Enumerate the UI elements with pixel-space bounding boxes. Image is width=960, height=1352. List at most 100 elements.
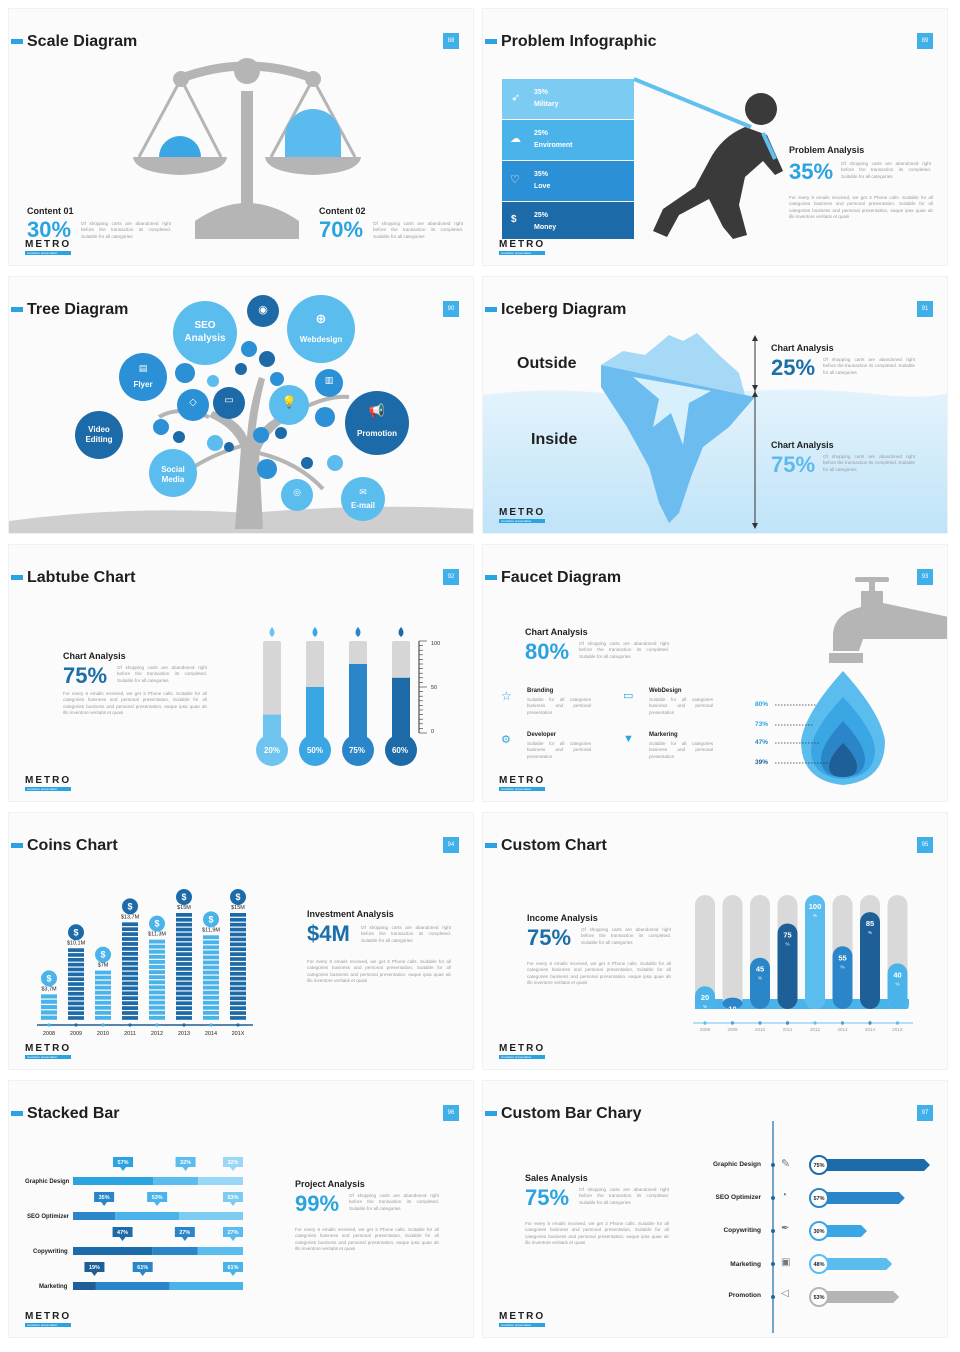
value-tag xyxy=(223,1227,243,1237)
analysis-label: Income Analysis xyxy=(527,913,598,923)
axis-node xyxy=(771,1262,775,1266)
axis-marker xyxy=(182,1023,186,1027)
value-tag xyxy=(223,1192,243,1202)
coin-bar xyxy=(122,1001,138,1006)
analysis-text: Of shopping carts are abandoned right be… xyxy=(349,1193,439,1211)
x-tick-label: 2012 xyxy=(151,1031,163,1037)
bar-arrow xyxy=(819,1291,900,1303)
page-number: 94 xyxy=(443,837,459,853)
x-tick-label: 2014 xyxy=(865,1027,876,1032)
coin-bar xyxy=(122,942,138,946)
coin-bar xyxy=(203,1010,219,1015)
metro-logo: METRO revolution presentation xyxy=(499,1043,546,1059)
slide-title: Problem Infographic xyxy=(485,33,657,50)
tag-pointer xyxy=(120,1167,127,1171)
coin-bar xyxy=(176,927,192,932)
money-bag-icon: $ xyxy=(511,214,517,225)
value-tag xyxy=(94,1192,115,1202)
cloud-icon: ☁ xyxy=(510,133,521,145)
analysis-label: Chart Analysis xyxy=(771,343,834,353)
bubble-social-media: Social Media xyxy=(161,465,185,484)
coin-bar xyxy=(230,937,246,942)
analysis-text: Of shopping carts are abandoned right be… xyxy=(823,357,915,375)
bar-pct: 35% xyxy=(534,89,549,96)
coin-bar xyxy=(122,1011,138,1015)
value-badge-label: 57% xyxy=(813,1196,824,1202)
analysis-long-text: For every 6 emails received, we get 3 Ph… xyxy=(527,961,671,986)
row-label: Graphic Design xyxy=(712,1161,761,1168)
slide-coins-chart[interactable]: $3,7M $2008 $10,1M $2009 $7M $2010 $13,7M $2011… xyxy=(8,812,474,1070)
coin-bar xyxy=(68,957,84,962)
coin-bar xyxy=(230,927,246,932)
slide-iceberg-diagram[interactable]: Iceberg Diagram 91 Outside Inside Chart … xyxy=(482,276,948,534)
value-tag xyxy=(132,1262,153,1272)
feature-title: Branding xyxy=(527,688,554,694)
slide-stacked-bar[interactable]: 57% 32% 32% 35% 53% 53% 47% 27% 27% 19% 61% 61% Sta… xyxy=(8,1080,474,1338)
coin-bar xyxy=(68,967,84,972)
value-tag-label: 53% xyxy=(152,1195,163,1201)
analysis-text: Of shopping carts are abandoned right be… xyxy=(117,665,207,683)
coin-bar xyxy=(203,970,219,975)
level-label: 80% xyxy=(755,701,769,708)
flyer-icon: ▤ xyxy=(138,363,148,373)
slide-title: Labtube Chart xyxy=(10,569,136,586)
coins-chart: $3,7M $2008 $10,1M $2009 $7M $2010 $13,7M $2011… xyxy=(37,889,253,1037)
bubble-promotion: Promotion xyxy=(357,429,397,438)
bar-label: Military xyxy=(534,101,559,108)
coin-bar xyxy=(122,956,138,961)
slide-labtube-chart[interactable]: Labtube Chart 92 Chart Analysis 75% Of s… xyxy=(8,544,474,802)
globe-icon: ⊕ xyxy=(315,311,327,326)
axis-node xyxy=(771,1295,775,1299)
slide-faucet-diagram[interactable]: Faucet Diagram 93 Chart Analysis 80% Of … xyxy=(482,544,948,802)
analysis-long-text: For every 6 emails received, we get 3 Ph… xyxy=(295,1227,439,1252)
coin-bar xyxy=(122,961,138,966)
dollar-coin-icon xyxy=(95,946,111,963)
coin-bar xyxy=(122,951,138,956)
tube-fill xyxy=(263,714,281,743)
feature-title: Markering xyxy=(649,732,678,738)
rocket-icon: ➶ xyxy=(511,92,521,104)
tube-fill xyxy=(392,677,410,743)
coin-bar xyxy=(203,965,219,970)
analysis-long-text: For every 6 emails received, we get 3 Ph… xyxy=(307,959,451,984)
coin-bar xyxy=(176,952,192,956)
bubble-video-editing: Video Editing xyxy=(85,425,113,444)
coin-bar xyxy=(203,1015,219,1020)
problem-illustration xyxy=(502,77,783,239)
axis-marker xyxy=(128,1023,132,1027)
slide-tree-diagram[interactable]: Tree Diagram 90 SEO Analysis Webdesign ◉… xyxy=(8,276,474,534)
coin-bar xyxy=(149,1005,165,1010)
metro-logo: METRO revolution presentation xyxy=(25,239,72,255)
feature-title: Developer xyxy=(527,732,557,738)
dollar-sign: $ xyxy=(181,892,186,902)
coin-bar xyxy=(95,995,111,1000)
bar-pct: 25% xyxy=(534,212,549,219)
value-tag xyxy=(112,1227,133,1237)
analysis-text: Of shopping carts are abandoned right be… xyxy=(823,454,915,472)
value-tag-label: 53% xyxy=(227,1195,238,1201)
chart-base xyxy=(695,999,909,1009)
drop-icon xyxy=(398,627,404,637)
slide-custom-chart[interactable]: 20% 2008 10% 2009 45% 2010 75% 2011 100% 2012 55% 2… xyxy=(482,812,948,1070)
coin-bar xyxy=(230,996,246,1001)
slide-problem-infographic[interactable]: Problem Infographic 89 35% Military ➶ 25… xyxy=(482,8,948,266)
slide-scale-diagram[interactable]: Scale Diagram 88 Content 01 30% Of shopp… xyxy=(8,8,474,266)
column-track xyxy=(722,895,743,1009)
coin-bar xyxy=(176,976,192,981)
page-number: 95 xyxy=(917,837,933,853)
x-tick-label: 2010 xyxy=(755,1027,766,1032)
slide-custom-bar-chary[interactable]: 75% 57% 30% 48% 53% Custom Bar Chary 97 Sale… xyxy=(482,1080,948,1338)
tag-pointer xyxy=(181,1237,188,1241)
slide-title: Custom Bar Chary xyxy=(484,1105,642,1122)
dollar-sign: $ xyxy=(100,950,105,960)
coin-bar xyxy=(68,982,84,986)
coin-bar xyxy=(149,990,165,995)
coin-bar xyxy=(176,947,192,952)
coin-bar xyxy=(95,1005,111,1010)
mail-icon: ✉ xyxy=(359,487,367,497)
location-icon: ◎ xyxy=(293,487,301,497)
metro-logo: METRO revolution presentation xyxy=(499,239,546,255)
analysis-text: Of shopping carts are abandoned right be… xyxy=(361,925,451,943)
coin-bar xyxy=(95,990,111,995)
